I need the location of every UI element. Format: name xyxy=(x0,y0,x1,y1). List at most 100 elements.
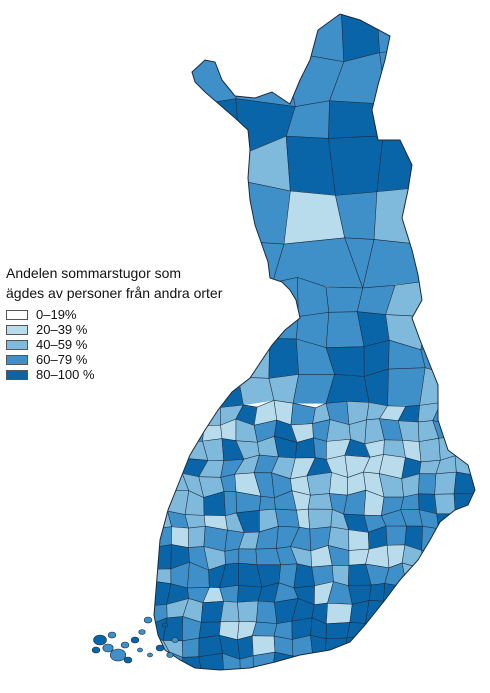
municipality-area xyxy=(467,619,475,642)
municipality-area xyxy=(252,651,276,670)
municipality-border xyxy=(421,548,440,568)
municipality-area xyxy=(420,139,474,201)
legend-label: 80–100 % xyxy=(36,367,95,382)
municipality-border xyxy=(162,422,183,443)
municipality-area xyxy=(452,417,471,444)
municipality-border xyxy=(439,564,459,584)
municipality-area xyxy=(274,508,300,528)
legend-title-line-2: ägdes av personer från andra orter xyxy=(6,285,223,301)
municipality-area xyxy=(154,192,205,242)
municipality-area xyxy=(237,584,263,603)
municipality-area xyxy=(154,104,196,145)
municipality-area xyxy=(271,651,294,670)
municipality-border xyxy=(469,655,475,670)
municipality-border xyxy=(168,403,185,425)
legend-row: 40–59 % xyxy=(6,337,246,352)
municipality-area xyxy=(451,603,475,621)
municipality-area xyxy=(310,634,327,659)
municipality-area xyxy=(423,583,443,601)
municipality-border xyxy=(154,422,169,441)
municipality-area xyxy=(162,422,183,443)
island xyxy=(138,629,146,635)
municipality-border xyxy=(154,140,205,195)
municipality-border xyxy=(401,598,424,622)
municipality-border xyxy=(292,655,315,670)
municipality-area xyxy=(473,601,475,621)
municipality-border xyxy=(473,237,475,285)
municipality-area xyxy=(198,634,223,658)
island xyxy=(130,636,140,644)
municipality-border xyxy=(154,475,170,491)
island xyxy=(162,622,168,628)
municipality-area xyxy=(344,656,365,670)
municipality-area xyxy=(454,404,475,426)
municipality-area xyxy=(258,495,276,511)
country-outline xyxy=(153,13,476,671)
municipality-area xyxy=(256,600,278,624)
municipality-area xyxy=(417,101,471,142)
municipality-area xyxy=(469,417,475,444)
legend-swatch xyxy=(6,369,28,380)
municipality-border xyxy=(241,309,274,339)
municipality-area xyxy=(200,601,224,623)
municipality-border xyxy=(158,53,196,106)
municipality-border xyxy=(312,651,326,670)
island xyxy=(143,616,153,624)
municipality-border xyxy=(455,417,471,443)
municipality-border xyxy=(184,403,205,426)
municipality-border xyxy=(365,622,388,639)
municipality-border xyxy=(403,635,422,657)
legend-row: 60–79 % xyxy=(6,352,246,367)
municipality-border xyxy=(423,621,441,639)
legend-rows: 0–19% 20–39 % 40–59 % 60–79 % 80–100 % xyxy=(6,307,246,382)
municipality-area xyxy=(376,135,438,193)
municipality-area xyxy=(285,135,336,196)
municipality-area xyxy=(473,511,475,535)
municipality-area xyxy=(421,655,438,670)
island xyxy=(147,652,153,658)
municipality-area xyxy=(453,564,475,585)
municipality-area xyxy=(223,491,237,517)
municipality-border xyxy=(154,192,205,236)
municipality-border xyxy=(429,241,475,287)
municipality-area xyxy=(380,634,404,659)
municipality-area xyxy=(379,46,435,105)
municipality-area xyxy=(154,489,168,517)
municipality-border xyxy=(468,637,475,657)
municipality-area xyxy=(436,615,453,639)
municipality-border xyxy=(417,101,471,141)
island xyxy=(171,637,179,643)
municipality-border xyxy=(454,526,475,546)
municipality-border xyxy=(453,564,475,582)
municipality-border xyxy=(246,14,297,52)
municipality-area xyxy=(453,493,475,515)
municipality-border xyxy=(466,49,475,101)
municipality-border xyxy=(475,566,490,584)
municipality-border xyxy=(154,453,170,478)
municipality-border xyxy=(451,651,473,670)
island xyxy=(155,644,165,652)
municipality-border xyxy=(438,526,456,552)
municipality-border xyxy=(476,454,490,476)
municipality-area xyxy=(247,181,291,245)
municipality-area xyxy=(441,280,475,319)
municipality-area xyxy=(290,402,316,426)
island xyxy=(93,634,107,646)
municipality-area xyxy=(328,135,384,196)
municipality-area xyxy=(385,525,407,546)
municipality-area xyxy=(171,526,189,548)
island xyxy=(102,643,114,653)
municipality-border xyxy=(422,567,440,588)
municipality-area xyxy=(192,98,241,156)
municipality-area xyxy=(268,338,299,379)
municipality-area xyxy=(423,598,443,624)
municipality-area xyxy=(453,513,475,535)
municipality-area xyxy=(417,46,467,105)
municipality-border xyxy=(442,599,461,617)
municipality-border xyxy=(458,580,475,605)
municipality-area xyxy=(361,656,385,670)
municipality-area xyxy=(289,655,315,670)
municipality-border xyxy=(450,313,475,345)
municipality-area xyxy=(436,564,460,589)
